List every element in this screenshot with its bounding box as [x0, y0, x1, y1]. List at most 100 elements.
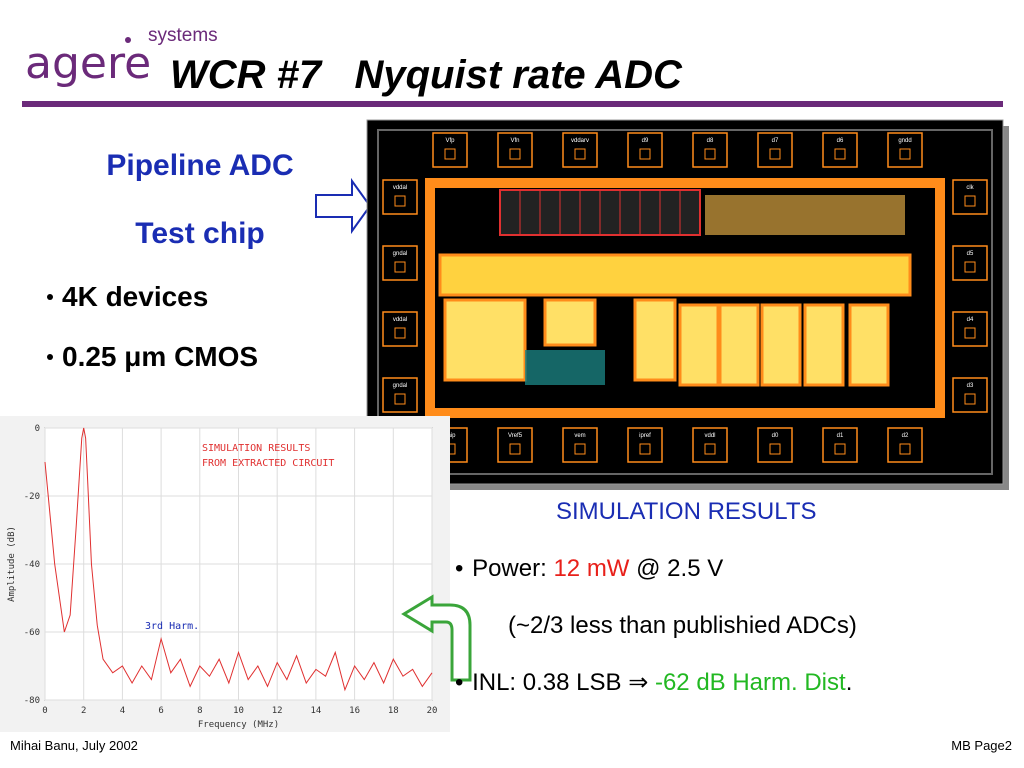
switch-block	[525, 350, 605, 385]
pad	[757, 132, 793, 168]
pad-via	[444, 148, 456, 160]
core-block	[803, 303, 845, 387]
pad-via	[964, 327, 976, 339]
results-line: • INL: 0.38 LSB ⇒ -62 dB Harm. Dist.	[455, 669, 853, 696]
annotation: SIMULATION RESULTS	[202, 443, 310, 454]
core-block	[633, 298, 677, 382]
core-block	[443, 298, 527, 382]
x-tick-label: 0	[42, 706, 47, 716]
pad-via	[899, 443, 911, 455]
pad-label: d0	[772, 433, 779, 439]
pad	[887, 427, 923, 463]
pad-via	[574, 148, 586, 160]
chip-layout: Vfp Vfn vddarv d9 d8 d7 d6 gndd vaip Vref5 vem ipre…	[377, 129, 993, 475]
pad-label: d6	[837, 138, 844, 144]
pad-via	[964, 393, 976, 405]
core-block	[543, 298, 597, 347]
x-tick-label: 10	[233, 706, 244, 716]
pad	[497, 427, 533, 463]
pad-label: ipref	[639, 433, 651, 439]
pad-via	[639, 443, 651, 455]
label: Power:	[472, 555, 547, 582]
pad	[627, 427, 663, 463]
pad	[562, 132, 598, 168]
pad-label: d1	[837, 433, 844, 439]
pad	[562, 427, 598, 463]
logo: agere	[25, 38, 151, 89]
pad	[952, 377, 988, 413]
pad-label: vddarv	[571, 138, 589, 144]
pad-via	[394, 327, 406, 339]
x-tick-label: 2	[81, 706, 86, 716]
pad	[497, 132, 533, 168]
pad-label: d4	[967, 317, 974, 323]
pad	[382, 245, 418, 281]
pad-via	[964, 195, 976, 207]
x-axis-label: Frequency (MHz)	[198, 720, 279, 730]
results-note: (~2/3 less than publishied ADCs)	[508, 612, 857, 639]
pad-label: vem	[574, 433, 585, 439]
logo-dot	[125, 37, 131, 43]
value: -62 dB Harm. Dist	[654, 669, 846, 696]
arrow	[315, 177, 372, 235]
pad	[822, 132, 858, 168]
pad	[382, 179, 418, 215]
pad-via	[834, 148, 846, 160]
pad-via	[394, 195, 406, 207]
pad-label: d9	[642, 138, 649, 144]
y-tick-label: -60	[24, 628, 40, 638]
footer-right: MB Page2	[951, 738, 1012, 753]
bullet-text: 4K devices	[62, 281, 208, 312]
pad-via	[639, 148, 651, 160]
pad	[692, 132, 728, 168]
pad	[757, 427, 793, 463]
symbol: ⇒	[628, 669, 649, 696]
pad-label: gndal	[393, 251, 408, 257]
pad	[952, 311, 988, 347]
pad-via	[834, 443, 846, 455]
y-tick-label: -80	[24, 696, 40, 706]
pad	[692, 427, 728, 463]
label: INL: 0.38 LSB	[472, 669, 622, 696]
x-tick-label: 4	[120, 706, 125, 716]
logo-sub: systems	[148, 25, 218, 46]
value: 12 mW	[553, 555, 630, 582]
results-heading: SIMULATION RESULTS	[556, 498, 817, 525]
pad	[432, 132, 468, 168]
pad-via	[769, 443, 781, 455]
pad-via	[509, 148, 521, 160]
core-block	[678, 303, 720, 387]
pad-ring	[377, 129, 993, 475]
plot: 0-20-40-60-800 2 4 6 8 10 12 14 16 18 20Frequency …	[7, 424, 437, 730]
bullet-text: 0.25 μm CMOS	[62, 341, 258, 372]
y-tick-label: -40	[24, 560, 40, 570]
footer-left: Mihai Banu, July 2002	[10, 738, 138, 753]
pad	[822, 427, 858, 463]
pad-label: gndal	[393, 383, 408, 389]
pad-label: d8	[707, 138, 714, 144]
pad	[382, 377, 418, 413]
x-tick-label: 8	[197, 706, 202, 716]
core-block	[718, 303, 760, 387]
slide-title: WCR #7 Nyquist rate ADC	[170, 53, 683, 97]
pad-label: vaip	[444, 433, 456, 439]
pad-via	[964, 261, 976, 273]
heading-line: Pipeline ADC	[106, 149, 293, 182]
core-block	[760, 303, 802, 387]
pad-label: clk	[966, 185, 974, 191]
pad-label: vddal	[393, 317, 407, 323]
pad-label: d5	[967, 251, 974, 257]
bullet	[47, 354, 53, 360]
pad-via	[509, 443, 521, 455]
x-tick-label: 6	[158, 706, 163, 716]
title-rule	[22, 101, 1003, 107]
core-band	[438, 253, 912, 297]
label: @ 2.5 V	[636, 555, 724, 582]
curved-arrow	[401, 594, 472, 682]
pad-via	[394, 261, 406, 273]
spectrum-line	[44, 427, 433, 692]
pad-via	[394, 393, 406, 405]
x-tick-label: 12	[272, 706, 283, 716]
period: .	[845, 669, 853, 696]
bullet	[47, 294, 53, 300]
